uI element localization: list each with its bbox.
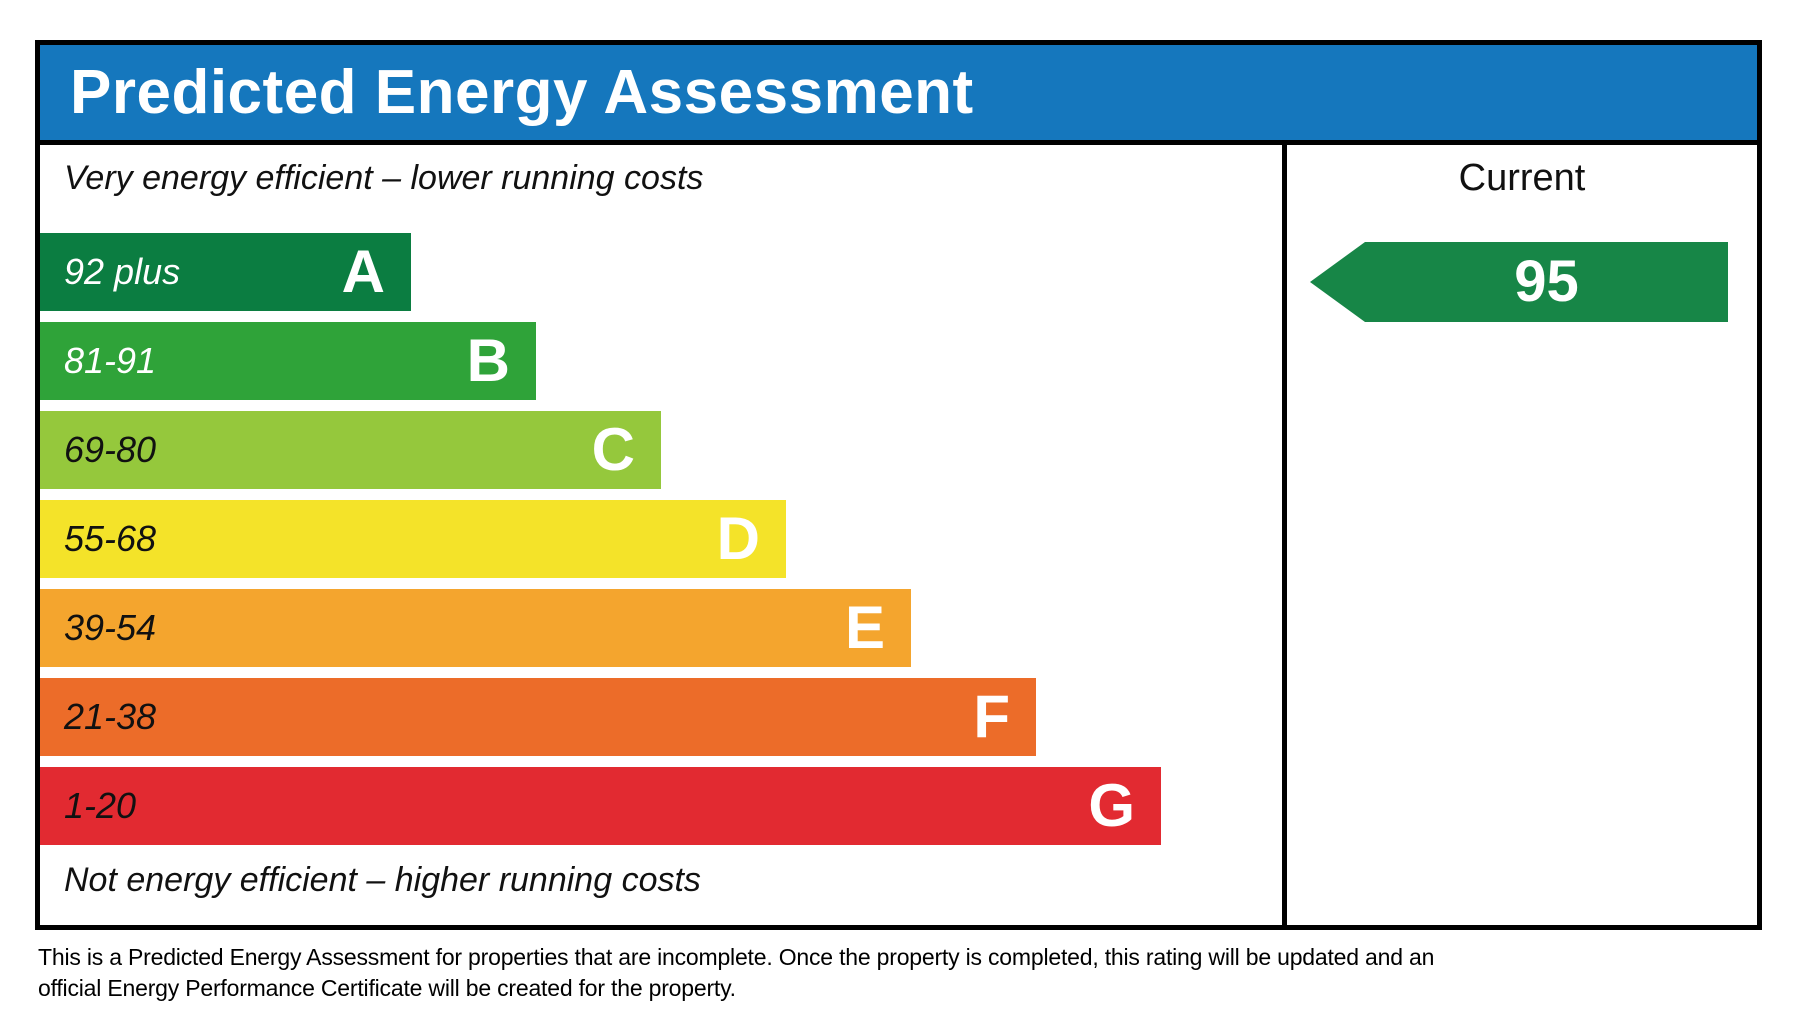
- band-letter: E: [844, 594, 885, 661]
- band-letter: A: [341, 238, 385, 305]
- band-range-label: 1-20: [64, 785, 137, 826]
- rating-band-e: 39-54 E: [40, 589, 911, 667]
- footnote: This is a Predicted Energy Assessment fo…: [38, 942, 1518, 1004]
- footnote-line-2: official Energy Performance Certificate …: [38, 975, 736, 1001]
- band-letter: F: [973, 683, 1010, 750]
- chart-header-band: Predicted Energy Assessment: [40, 45, 1757, 145]
- rating-band-b: 81-91 B: [40, 322, 536, 400]
- rating-band-f: 21-38 F: [40, 678, 1036, 756]
- current-column-title: Current: [1458, 157, 1586, 199]
- rating-band-d: 55-68 D: [40, 500, 786, 578]
- band-range-label: 81-91: [64, 340, 157, 381]
- rating-band-g: 1-20 G: [40, 767, 1161, 845]
- epc-chart-frame: Predicted Energy Assessment Very energy …: [35, 40, 1762, 930]
- chart-body: Very energy efficient – lower running co…: [40, 145, 1757, 925]
- efficient-bottom-note: Not energy efficient – higher running co…: [64, 861, 701, 899]
- current-rating-value: 95: [1514, 249, 1579, 314]
- rating-bars-panel: Very energy efficient – lower running co…: [40, 145, 1282, 925]
- band-letter: C: [591, 416, 635, 483]
- band-range-label: 55-68: [64, 518, 157, 559]
- band-range-label: 69-80: [64, 429, 157, 470]
- band-letter: B: [466, 327, 510, 394]
- efficient-top-note: Very energy efficient – lower running co…: [64, 159, 704, 197]
- current-rating-column: Current 95: [1282, 145, 1757, 925]
- band-range-label: 92 plus: [64, 251, 181, 292]
- footnote-line-1: This is a Predicted Energy Assessment fo…: [38, 944, 1435, 970]
- rating-band-c: 69-80 C: [40, 411, 661, 489]
- band-letter: G: [1088, 772, 1135, 839]
- current-rating-arrow: 95: [1310, 242, 1728, 322]
- rating-band-a: 92 plus A: [40, 233, 411, 311]
- band-range-label: 21-38: [64, 696, 157, 737]
- band-letter: D: [716, 505, 760, 572]
- page-title: Predicted Energy Assessment: [70, 58, 974, 127]
- band-range-label: 39-54: [64, 607, 157, 648]
